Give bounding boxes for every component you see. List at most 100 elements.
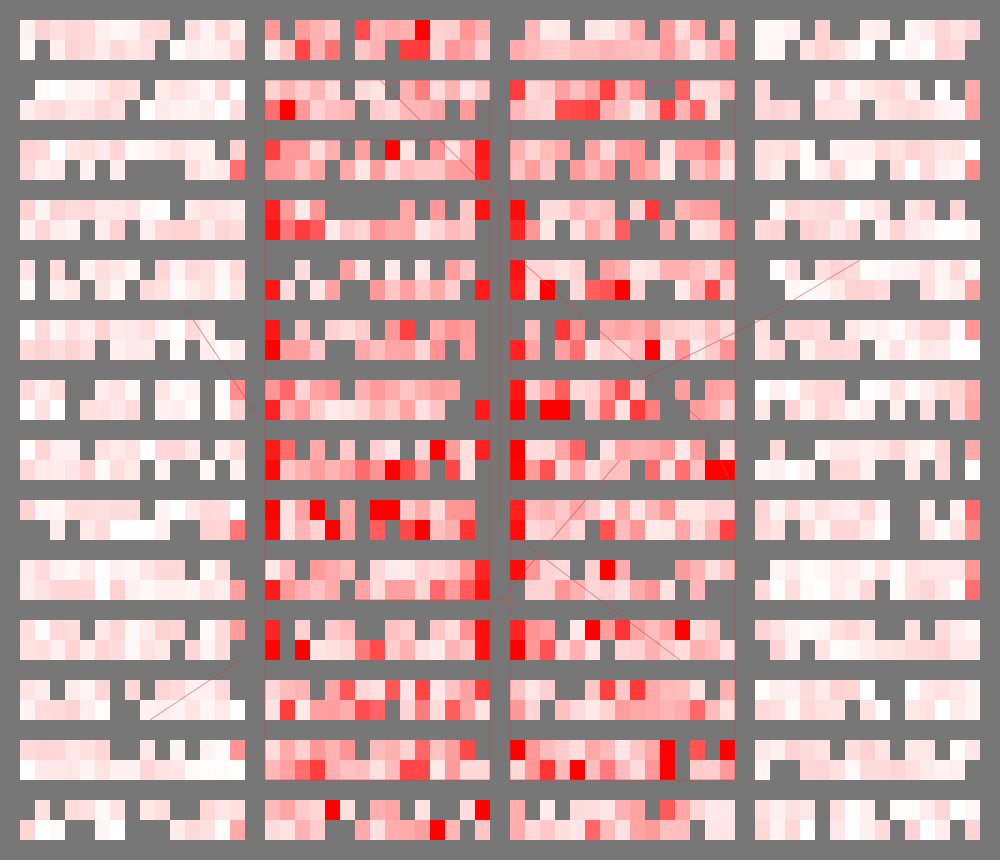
mosaic-cell	[785, 140, 800, 160]
mosaic-cell	[460, 200, 475, 220]
mosaic-cell	[445, 740, 460, 760]
mosaic-cell	[170, 380, 185, 400]
mosaic-cell	[860, 800, 875, 820]
mosaic-cell	[920, 140, 935, 160]
mosaic-cell	[705, 560, 720, 580]
mosaic-cell	[935, 520, 950, 540]
mosaic-cell	[215, 400, 230, 420]
mosaic-cell	[905, 580, 920, 600]
mosaic-cell	[585, 280, 600, 300]
mosaic-cell	[310, 760, 325, 780]
mosaic-cell	[460, 220, 475, 240]
mosaic-cell	[935, 440, 950, 460]
mosaic-cell	[800, 820, 815, 840]
mosaic-cell	[770, 500, 785, 520]
mosaic-cell	[845, 500, 860, 520]
mosaic-cell	[80, 160, 95, 180]
mosaic-cell	[830, 820, 845, 840]
mosaic-cell	[540, 460, 555, 480]
mosaic-cell	[830, 40, 845, 60]
mosaic-cell	[355, 580, 370, 600]
mosaic-cell	[540, 740, 555, 760]
mosaic-cell	[460, 100, 475, 120]
mosaic-cell	[295, 20, 310, 40]
mosaic-cell	[875, 140, 890, 160]
mosaic-cell	[95, 100, 110, 120]
mosaic-cell	[325, 760, 340, 780]
mosaic-cell	[230, 700, 245, 720]
mosaic-cell	[460, 800, 475, 820]
mosaic-cell	[340, 460, 355, 480]
mosaic-cell	[815, 260, 830, 280]
mosaic-cell	[525, 820, 540, 840]
mosaic-cell	[295, 460, 310, 480]
mosaic-cell	[415, 820, 430, 840]
mosaic-cell	[755, 520, 770, 540]
mosaic-cell	[415, 340, 430, 360]
mosaic-cell	[280, 520, 295, 540]
mosaic-cell	[800, 680, 815, 700]
mosaic-cell	[845, 640, 860, 660]
mosaic-cell	[65, 20, 80, 40]
mosaic-cell	[890, 260, 905, 280]
mosaic-cell	[615, 760, 630, 780]
mosaic-cell	[170, 140, 185, 160]
mosaic-cell	[295, 80, 310, 100]
mosaic-cell	[185, 500, 200, 520]
mosaic-cell	[555, 320, 570, 340]
mosaic-cell	[845, 260, 860, 280]
mosaic-cell	[35, 80, 50, 100]
mosaic-cell	[905, 80, 920, 100]
mosaic-cell	[755, 800, 770, 820]
mosaic-cell	[430, 580, 445, 600]
mosaic-cell	[935, 700, 950, 720]
mosaic-cell	[415, 740, 430, 760]
mosaic-cell	[600, 200, 615, 220]
mosaic-cell	[645, 100, 660, 120]
mosaic-cell	[200, 700, 215, 720]
mosaic-cell	[890, 100, 905, 120]
mosaic-cell	[295, 320, 310, 340]
mosaic-cell	[755, 400, 770, 420]
mosaic-cell	[95, 700, 110, 720]
mosaic-cell	[385, 560, 400, 580]
mosaic-cell	[675, 280, 690, 300]
mosaic-cell	[50, 320, 65, 340]
mosaic-cell	[125, 260, 140, 280]
mosaic-cell	[755, 760, 770, 780]
mosaic-cell	[460, 500, 475, 520]
mosaic-cell	[920, 280, 935, 300]
mosaic-cell	[555, 640, 570, 660]
mosaic-cell	[920, 640, 935, 660]
mosaic-cell	[525, 20, 540, 40]
mosaic-cell	[340, 740, 355, 760]
mosaic-cell	[510, 500, 525, 520]
mosaic-cell	[965, 580, 980, 600]
mosaic-cell	[770, 260, 785, 280]
mosaic-cell	[355, 20, 370, 40]
mosaic-cell	[645, 500, 660, 520]
mosaic-cell	[325, 700, 340, 720]
mosaic-cell	[950, 620, 965, 640]
mosaic-cell	[65, 280, 80, 300]
mosaic-cell	[675, 620, 690, 640]
mosaic-cell	[705, 40, 720, 60]
mosaic-cell	[230, 340, 245, 360]
mosaic-cell	[200, 80, 215, 100]
mosaic-cell	[215, 80, 230, 100]
mosaic-cell	[600, 440, 615, 460]
mosaic-cell	[430, 520, 445, 540]
mosaic-cell	[815, 520, 830, 540]
mosaic-cell	[200, 100, 215, 120]
mosaic-cell	[460, 20, 475, 40]
mosaic-cell	[525, 100, 540, 120]
mosaic-cell	[340, 800, 355, 820]
mosaic-cell	[385, 280, 400, 300]
mosaic-cell	[965, 340, 980, 360]
mosaic-cell	[845, 400, 860, 420]
mosaic-cell	[935, 320, 950, 340]
mosaic-cell	[325, 620, 340, 640]
mosaic-cell	[830, 580, 845, 600]
mosaic-cell	[815, 560, 830, 580]
mosaic-cell	[705, 700, 720, 720]
